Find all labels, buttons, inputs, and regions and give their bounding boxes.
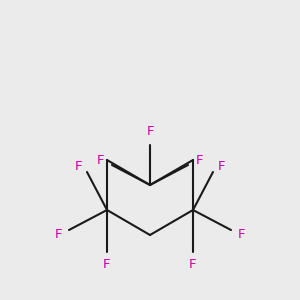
Text: F: F: [74, 160, 82, 172]
Text: F: F: [218, 160, 226, 172]
Text: F: F: [196, 154, 203, 166]
Text: F: F: [238, 227, 245, 241]
Text: F: F: [146, 125, 154, 138]
Text: F: F: [103, 258, 111, 271]
Text: F: F: [189, 258, 197, 271]
Text: F: F: [97, 154, 104, 166]
Text: F: F: [55, 227, 62, 241]
